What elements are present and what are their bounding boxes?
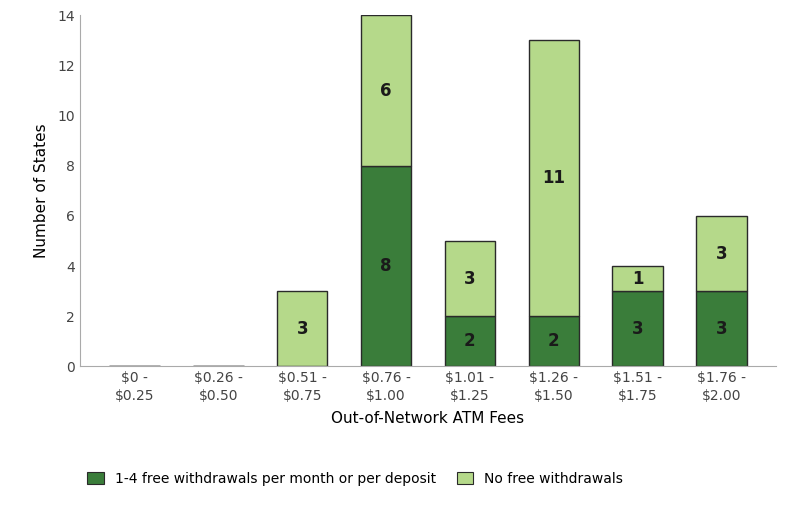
Y-axis label: Number of States: Number of States [34, 124, 49, 258]
Text: 2: 2 [464, 332, 476, 350]
Text: 11: 11 [542, 169, 566, 187]
Text: 2: 2 [548, 332, 559, 350]
Bar [277, 291, 327, 366]
Text: 3: 3 [632, 320, 643, 338]
Bar [445, 241, 495, 316]
Bar [696, 291, 746, 366]
Text: 3: 3 [716, 320, 727, 338]
Text: 1: 1 [632, 270, 643, 288]
Bar [445, 316, 495, 366]
Bar [696, 216, 746, 291]
Text: 6: 6 [380, 81, 392, 100]
Bar [361, 15, 411, 166]
Text: 3: 3 [716, 245, 727, 263]
Legend: 1-4 free withdrawals per month or per deposit, No free withdrawals: 1-4 free withdrawals per month or per de… [87, 472, 623, 486]
Text: 8: 8 [380, 257, 392, 275]
Text: 3: 3 [297, 320, 308, 338]
Bar [361, 166, 411, 366]
Bar [613, 291, 662, 366]
Bar [529, 40, 579, 316]
Text: 3: 3 [464, 270, 476, 288]
Bar [613, 266, 662, 291]
Bar [529, 316, 579, 366]
X-axis label: Out-of-Network ATM Fees: Out-of-Network ATM Fees [331, 411, 525, 426]
